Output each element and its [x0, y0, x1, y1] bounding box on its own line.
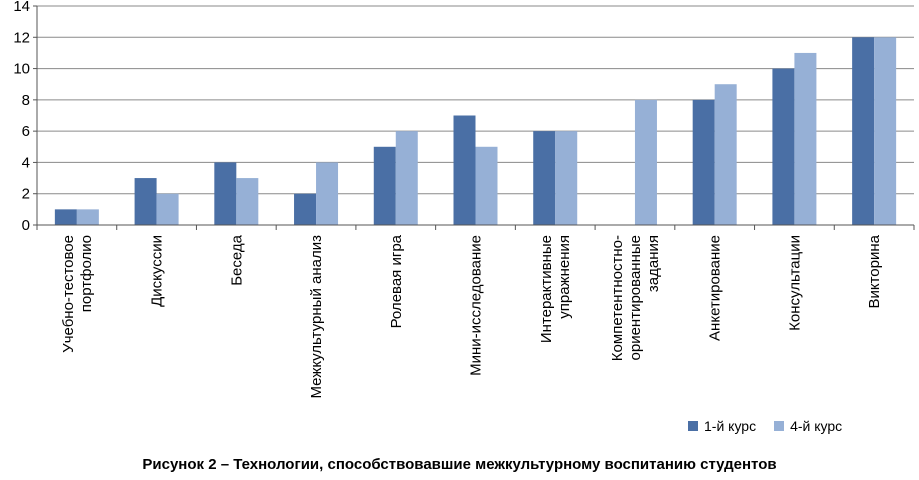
bar-chart: 0 2 4 6 8 10 12 14 Учебно-тестовоепортфолио Диску… — [13, 0, 915, 399]
bar-series-1 — [453, 115, 476, 225]
legend-item-series-1: 1-й курс — [688, 418, 756, 434]
bar-series-2 — [714, 84, 737, 225]
bar-series-2 — [794, 52, 817, 225]
x-tick-label: Межкультурный анализ — [308, 235, 325, 399]
bar-series-2 — [874, 37, 897, 226]
y-tick-label: 10 — [13, 61, 30, 78]
x-tick-label: Компетентностно-ориентированныезадания — [609, 235, 662, 361]
x-tick-label: Учебно-тестовоепортфолио — [60, 235, 95, 353]
bar-series-1 — [852, 37, 875, 226]
bar-series-1 — [294, 193, 317, 225]
y-tick-label: 14 — [13, 0, 30, 15]
legend: 1-й курс 4-й курс — [688, 418, 860, 434]
x-tick-label: Дискуссии — [149, 235, 166, 307]
legend-swatch-series-2 — [774, 421, 785, 431]
bar-series-1 — [214, 162, 237, 225]
bar-series-2 — [395, 131, 418, 225]
legend-item-series-2: 4-й курс — [774, 418, 842, 434]
x-tick-label: Беседа — [228, 234, 245, 285]
bar-series-2 — [475, 146, 498, 225]
y-tick-label: 0 — [22, 217, 30, 234]
bar-series-1 — [772, 68, 795, 225]
x-tick-label: Консультации — [786, 235, 803, 331]
y-tick-label: 8 — [22, 92, 30, 109]
y-tick-label: 12 — [13, 29, 30, 46]
bar-series-1 — [692, 99, 715, 225]
bar-series-1 — [54, 209, 77, 225]
bar-series-1 — [533, 131, 556, 225]
x-tick-label: Анкетирование — [707, 235, 724, 341]
legend-label-series-1: 1-й курс — [704, 418, 757, 434]
legend-label-series-2: 4-й курс — [790, 418, 843, 434]
x-tick-label: Интерактивныеупражнения — [538, 235, 573, 343]
x-tick-label: Викторина — [866, 234, 883, 308]
y-tick-label: 6 — [22, 123, 30, 140]
bar-series-1 — [373, 146, 396, 225]
x-tick-label: Ролевая игра — [388, 234, 405, 328]
y-tick-label: 4 — [22, 154, 30, 171]
legend-swatch-series-1 — [688, 421, 698, 431]
bar-series-2 — [316, 162, 339, 225]
x-tick-label: Мини-исследование — [468, 235, 485, 376]
bar-series-2 — [76, 209, 99, 225]
figure-caption: Рисунок 2 – Технологии, способствовавшие… — [142, 456, 777, 473]
bar-series-2 — [236, 178, 259, 225]
bar-series-2 — [634, 99, 657, 225]
bar-series-2 — [156, 193, 179, 225]
bar-series-2 — [555, 131, 578, 225]
y-tick-label: 2 — [22, 186, 30, 203]
bar-series-1 — [134, 178, 157, 225]
